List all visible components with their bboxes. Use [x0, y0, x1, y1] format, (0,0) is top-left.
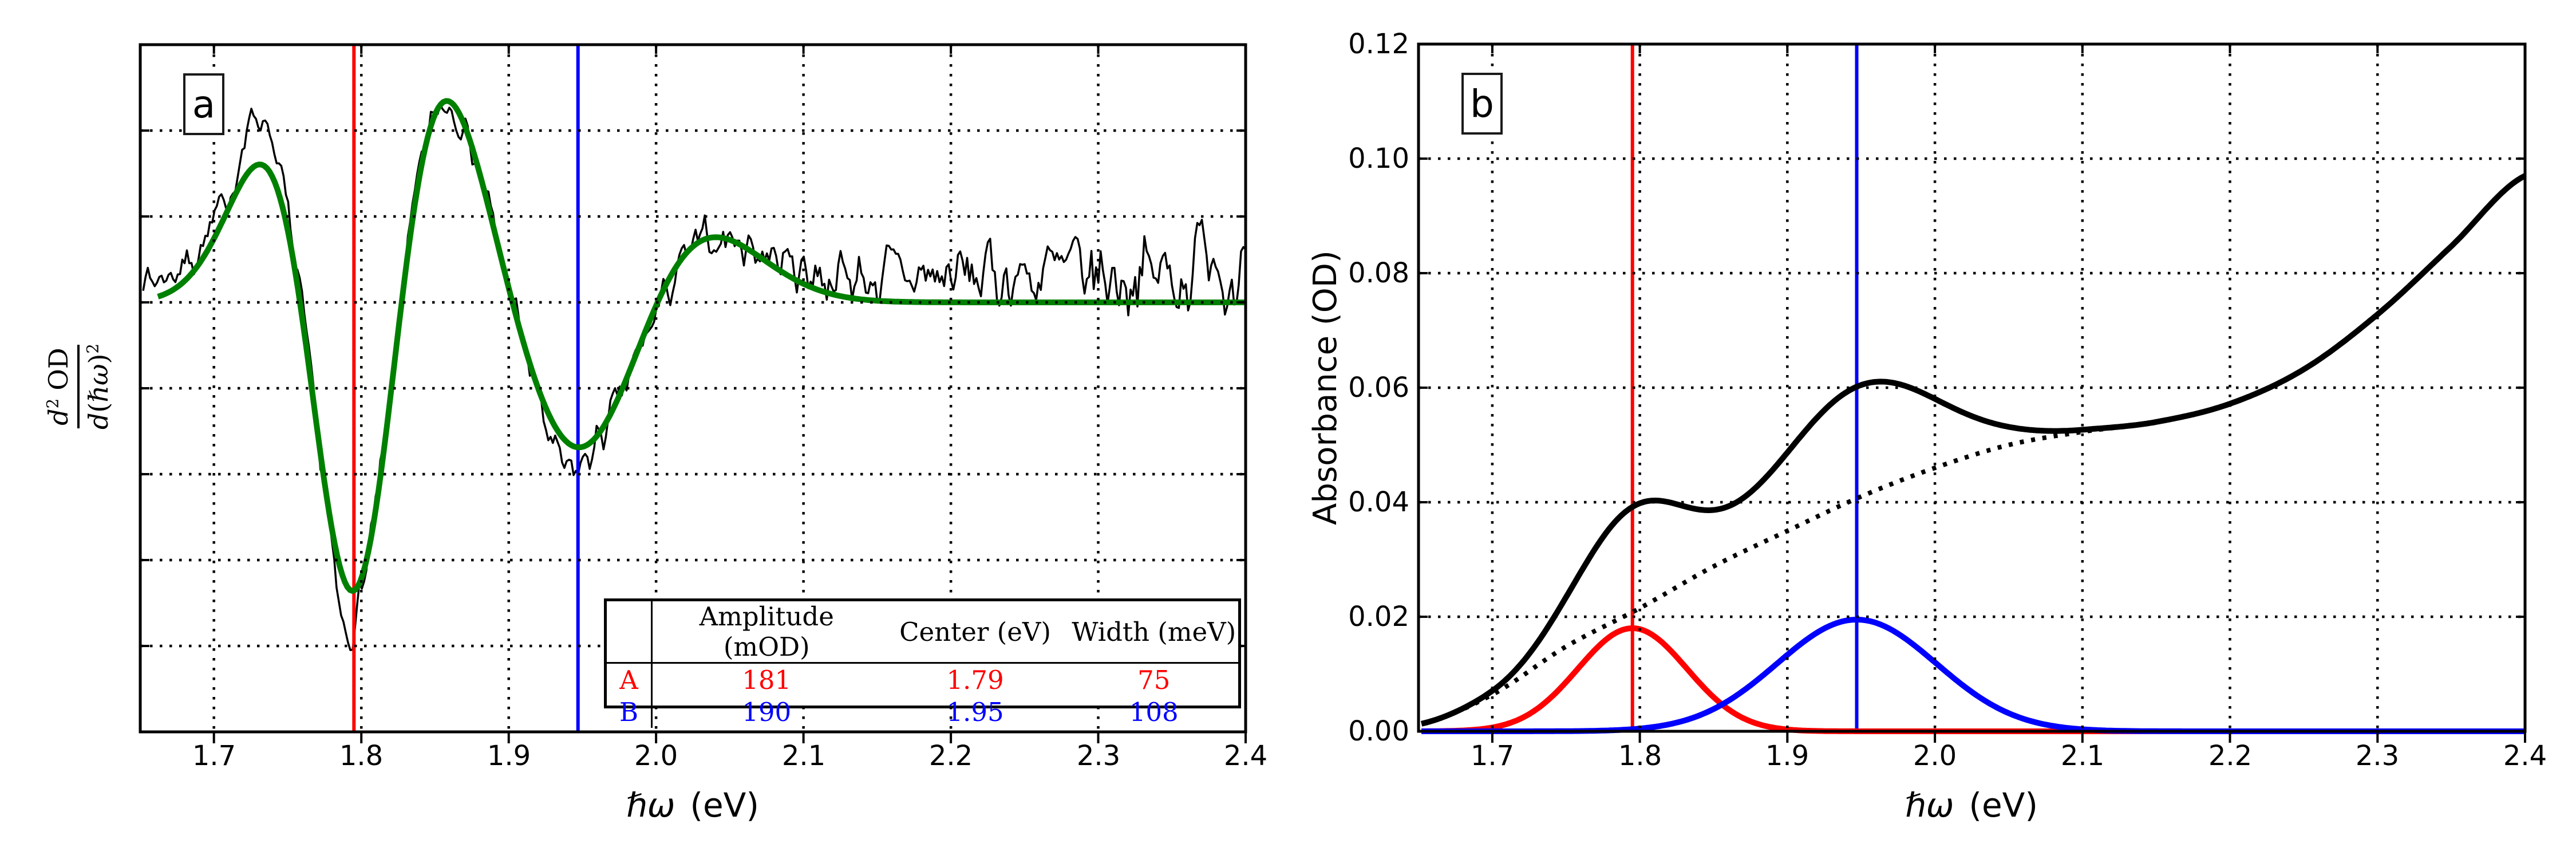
ylabel-num-sup: 2 — [43, 398, 62, 409]
table-row-A-width: 75 — [1137, 664, 1171, 695]
panel-a-letter: a — [192, 82, 216, 127]
table-row-A-amplitude: 181 — [742, 664, 792, 695]
panel-b-xtick-label-1.7: 1.7 — [1470, 740, 1515, 772]
ylabel-num-d: d — [43, 408, 74, 425]
fraction-bar — [77, 344, 80, 429]
panel-a-ylabel-numerator: d2 OD — [43, 344, 74, 430]
panel-a-fit-curve-group — [157, 98, 1246, 594]
table-row-A-label: A — [607, 663, 653, 696]
panel-a-xtick-label-1.9: 1.9 — [487, 740, 531, 772]
panel-b-ytick-label-0.12: 0.12 — [1348, 28, 1409, 60]
fit-parameters-table-grid: Amplitude (mOD) Center (eV) Width (meV) … — [607, 601, 1238, 728]
panel-b-xtick-label-2.0: 2.0 — [1913, 740, 1957, 772]
panel-a-ylabel-denominator: d(ℏω)2 — [83, 344, 114, 430]
panel-a-xtick-label-2.0: 2.0 — [634, 740, 678, 772]
table-header-center: Center (eV) — [880, 601, 1070, 664]
panel-b-ytick-label-0.04: 0.04 — [1348, 486, 1409, 518]
table-header-width: Width (meV) — [1069, 601, 1238, 664]
table-row-B: B 190 1.95 108 — [607, 696, 1238, 728]
ylabel-num-od: OD — [43, 348, 74, 391]
panel-b-xtick-label-2.1: 2.1 — [2060, 740, 2105, 772]
panel-b-xlabel: ℏω (eV) — [1857, 786, 2086, 825]
ylabel-den-open: ( — [83, 402, 114, 413]
panel-a-xtick-label-2.3: 2.3 — [1076, 740, 1121, 772]
panel-b-letter: b — [1470, 81, 1494, 126]
table-row-B-amplitude: 190 — [742, 696, 792, 727]
panel-a-axes-group — [139, 43, 1247, 743]
panel-a-xlabel-math: ℏω — [626, 786, 675, 825]
panel-b-ytick-label-0.02: 0.02 — [1348, 601, 1409, 633]
ylabel-den-sup: 2 — [83, 343, 102, 354]
panel-b-axes-group — [1417, 42, 2527, 743]
panel-a-xtick-label-1.7: 1.7 — [192, 740, 236, 772]
panel-a-xtick-label-2.2: 2.2 — [929, 740, 973, 772]
panel-b-ytick-label-0.00: 0.00 — [1348, 715, 1409, 747]
panel-a-letter-box: a — [183, 73, 224, 135]
panel-b-xtick-label-1.8: 1.8 — [1618, 740, 1662, 772]
panel-b-gaussian-b-group — [1420, 617, 2526, 734]
panel-b-frame — [1417, 42, 2527, 733]
fit-parameters-table: Amplitude (mOD) Center (eV) Width (meV) … — [604, 598, 1241, 728]
table-row-B-width: 108 — [1129, 696, 1179, 727]
table-row-B-label: B — [607, 696, 653, 728]
panel-a-ylabel-wrap: d2OD d(ℏω)2 — [30, 321, 127, 452]
panel-a-frame — [139, 43, 1247, 734]
panel-b-letter-box: b — [1461, 73, 1503, 135]
panel-a-vlines-group — [352, 45, 580, 732]
panel-b-xtick-label-2.3: 2.3 — [2355, 740, 2400, 772]
panel-b-grid-group — [1419, 44, 2525, 731]
ylabel-den-hbar-omega: ℏω — [83, 364, 114, 403]
panel-a-xtick-label-1.8: 1.8 — [339, 740, 384, 772]
panel-a-xlabel: ℏω (eV) — [578, 786, 807, 825]
table-header-row: Amplitude (mOD) Center (eV) Width (meV) — [607, 601, 1238, 664]
panel-b-gaussian-a-group — [1420, 625, 2526, 734]
panel-b-xlabel-math: ℏω — [1905, 786, 1954, 825]
panel-a-xlabel-unit: (eV) — [690, 786, 759, 825]
absorbance-total-curve — [1420, 173, 2527, 727]
gaussian-peak-B-curve — [1420, 617, 2526, 734]
second-derivative-fit-curve — [157, 98, 1246, 594]
table-row-A: A 181 1.79 75 — [607, 663, 1238, 696]
table-header-amplitude: Amplitude (mOD) — [651, 601, 881, 664]
absorbance-background-dotted-curve — [1421, 418, 2164, 726]
panel-b-ytick-label-0.08: 0.08 — [1348, 257, 1409, 289]
table-row-B-center: 1.95 — [946, 696, 1004, 727]
gaussian-peak-A-curve — [1420, 625, 2526, 734]
panel-b-xtick-label-1.9: 1.9 — [1765, 740, 1809, 772]
panel-b-xtick-label-2.4: 2.4 — [2503, 740, 2547, 772]
panel-b-ytick-label-0.06: 0.06 — [1348, 372, 1409, 404]
table-row-A-center: 1.79 — [946, 664, 1004, 695]
panel-a-xtick-label-2.4: 2.4 — [1223, 740, 1268, 772]
panel-b-xlabel-unit: (eV) — [1969, 786, 2038, 825]
panel-a-ylabel: d2OD d(ℏω)2 — [43, 344, 114, 430]
panel-b-background-group — [1421, 418, 2164, 726]
panel-b-total-group — [1420, 173, 2527, 727]
panel-a-xtick-label-2.1: 2.1 — [781, 740, 826, 772]
ylabel-den-close: ) — [83, 353, 114, 364]
table-header-blank — [607, 601, 653, 664]
ylabel-den-d: d — [83, 412, 114, 430]
panel-b-ytick-label-0.10: 0.10 — [1348, 143, 1409, 175]
panel-b-xtick-label-2.2: 2.2 — [2208, 740, 2253, 772]
